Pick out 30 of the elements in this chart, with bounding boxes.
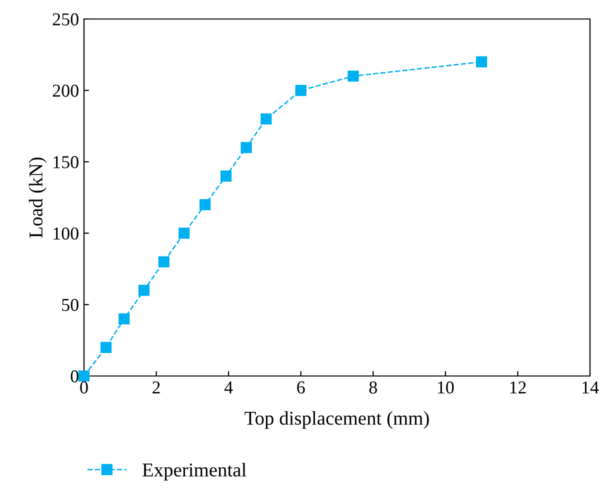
x-tick-label: 4 [224,382,233,394]
x-tick-label: 12 [510,381,526,394]
y-tick-label: 0 [70,370,78,382]
point [178,228,190,239]
legend-label: Experimental [142,462,246,480]
point [220,170,232,182]
y-tick-label: 150 [54,156,78,168]
point [200,199,211,210]
x-tick-label: 14 [582,381,599,394]
point [476,56,488,68]
point [260,113,272,125]
x-tick-label: 2 [152,381,160,394]
x-tick-label: 0 [80,381,88,394]
point [118,313,130,324]
point [240,142,252,154]
x-tick-label: 10 [438,381,454,394]
point [78,370,90,382]
point [100,342,112,353]
y-tick-label: 250 [52,13,78,26]
point [295,84,306,96]
y-tick-label: 50 [62,298,78,312]
x-tick-label: 6 [297,381,305,394]
point [138,284,150,296]
x-tick-label: 8 [369,381,377,394]
y-tick-label: 100 [54,227,78,240]
point [348,70,359,82]
point [158,256,170,268]
y-axis-title: Load (kN) [28,158,46,238]
x-axis-title: Top displacement (mm) [244,411,429,429]
y-tick-label: 200 [52,84,78,97]
